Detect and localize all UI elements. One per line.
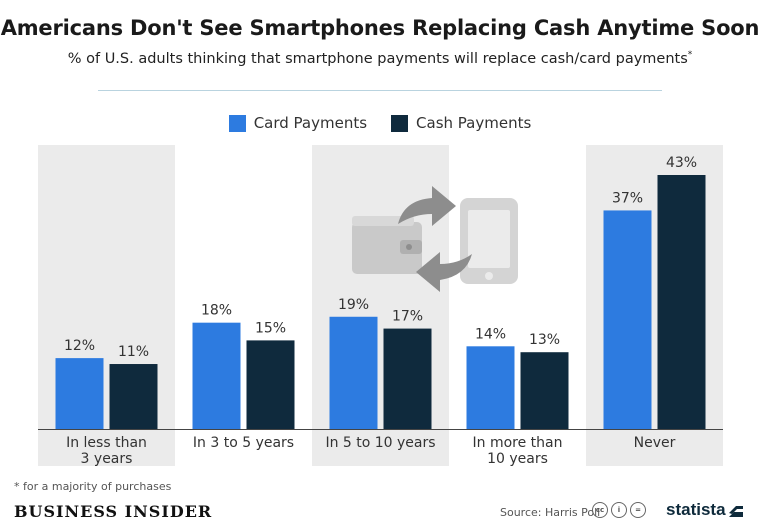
footnote: * for a majority of purchases (14, 480, 172, 493)
data-label-card: 19% (338, 297, 369, 313)
smartphone-icon (460, 198, 518, 284)
bar-card (466, 346, 515, 429)
data-label-cash: 15% (255, 320, 286, 336)
x-tick-label: In less than (66, 435, 147, 451)
bar-card (329, 316, 378, 429)
attribution-icon: i (611, 502, 627, 518)
title-divider (98, 90, 662, 91)
data-label-card: 18% (201, 303, 232, 319)
legend-swatch-card (228, 114, 246, 132)
bar-cash (109, 364, 158, 429)
bar-cash (246, 340, 295, 429)
exchange-arrow-icon (398, 186, 472, 292)
license-icons: cc i = (592, 502, 646, 518)
business-insider-logo: BUSINESS INSIDER (14, 502, 213, 521)
payment-illustration (352, 186, 518, 292)
statista-mark-icon (728, 506, 743, 517)
data-label-cash: 43% (666, 155, 697, 171)
statista-wordmark: statista (666, 500, 726, 519)
bar-card (603, 210, 652, 429)
legend-item-card: Card Payments (228, 114, 368, 132)
legend-label-card: Card Payments (253, 114, 368, 132)
x-tick-label: 10 years (487, 451, 548, 467)
chart-legend: Card Payments Cash Payments (0, 114, 760, 132)
wallet-icon (352, 216, 422, 274)
data-label-card: 12% (64, 338, 95, 354)
bar-chart: 12% 18% 19% 14% 37% 11% 15% 17% 13% 43% In less th… (38, 145, 723, 467)
x-tick-label: In 5 to 10 years (325, 435, 435, 451)
x-tick-label: Never (634, 435, 676, 451)
x-tick-label: In 3 to 5 years (193, 435, 294, 451)
subtitle-text: % of U.S. adults thinking that smartphon… (67, 50, 688, 67)
cc-license-icon: cc (592, 502, 608, 518)
bar-cash (383, 328, 432, 429)
legend-item-cash: Cash Payments (391, 114, 531, 132)
legend-swatch-cash (391, 114, 409, 132)
data-label-card: 37% (612, 190, 643, 206)
no-derivatives-icon: = (630, 502, 646, 518)
data-label-cash: 11% (118, 344, 149, 360)
legend-label-cash: Cash Payments (416, 114, 532, 132)
statista-logo: statista (666, 500, 743, 520)
data-label-cash: 17% (392, 309, 423, 325)
data-label-cash: 13% (529, 332, 560, 348)
bar-card (55, 358, 104, 429)
source-note: Source: Harris Poll (500, 506, 601, 519)
chart-title: Americans Don't See Smartphones Replacin… (0, 16, 760, 40)
x-tick-label: 3 years (81, 451, 133, 467)
bar-cash (520, 352, 569, 429)
chart-subtitle: % of U.S. adults thinking that smartphon… (0, 50, 760, 67)
bar-card (192, 322, 241, 429)
subtitle-footnote-mark: * (687, 50, 693, 60)
bar-cash (657, 175, 706, 429)
data-label-card: 14% (475, 326, 506, 342)
x-tick-label: In more than (473, 435, 563, 451)
